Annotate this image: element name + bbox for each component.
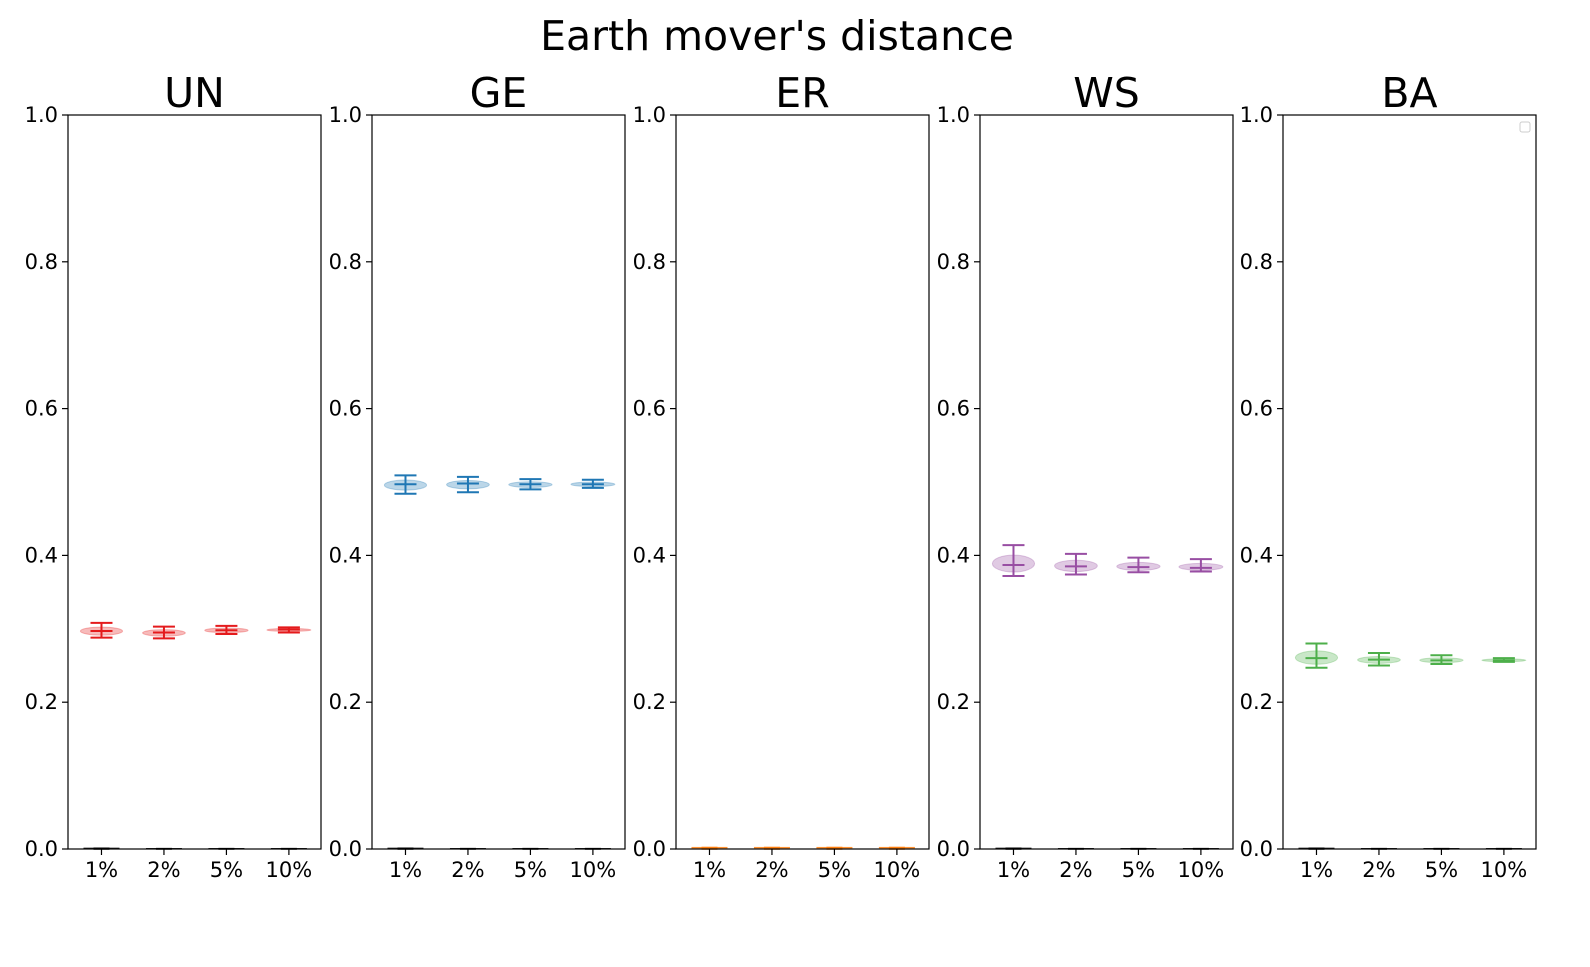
y-tick-label: 0.6 (937, 397, 970, 421)
x-tick-label: 10% (874, 858, 921, 882)
x-tick-label: 10% (1178, 858, 1225, 882)
x-tick-label: 5% (1425, 858, 1458, 882)
y-tick-label: 0.2 (1240, 690, 1273, 714)
figure-title: Earth mover's distance (540, 12, 1014, 60)
y-tick-label: 0.0 (329, 837, 362, 861)
x-tick-label: 2% (147, 858, 180, 882)
x-tick-label: 1% (85, 858, 118, 882)
x-tick-label: 10% (1481, 858, 1528, 882)
panel-er: ER 0.0 0.2 0.4 0.6 0.8 1.0 1% 2% 5% 10% (633, 69, 930, 882)
x-tick-label: 2% (755, 858, 788, 882)
y-tick-label: 0.0 (25, 837, 58, 861)
y-tick-label: 1.0 (937, 103, 970, 127)
legend-box (1519, 121, 1531, 133)
subplot-title: BA (1381, 69, 1437, 117)
x-tick-label: 5% (514, 858, 547, 882)
y-tick-label: 0.0 (937, 837, 970, 861)
y-tick-label: 0.8 (25, 250, 58, 274)
y-tick-label: 0.8 (329, 250, 362, 274)
plot-frame (67, 114, 322, 850)
y-tick-label: 0.4 (633, 543, 666, 567)
y-tick-label: 0.6 (25, 397, 58, 421)
x-tick-label: 1% (997, 858, 1030, 882)
y-tick-label: 1.0 (1240, 103, 1273, 127)
x-tick-label: 10% (570, 858, 617, 882)
y-tick-label: 0.8 (1240, 250, 1273, 274)
subplot-title: WS (1073, 69, 1140, 117)
y-tick-label: 0.6 (1240, 397, 1273, 421)
x-tick-label: 1% (389, 858, 422, 882)
plot-frame (1282, 114, 1537, 850)
y-tick-label: 0.2 (25, 690, 58, 714)
x-tick-label: 1% (1300, 858, 1333, 882)
y-tick-label: 0.6 (633, 397, 666, 421)
y-tick-label: 0.2 (329, 690, 362, 714)
panel-un: UN 0.0 0.2 0.4 0.6 0.8 1.0 1% 2% 5% 10% (25, 69, 322, 882)
x-tick-label: 10% (266, 858, 313, 882)
plot-frame (979, 114, 1234, 850)
subplot-title: ER (775, 69, 829, 117)
panel-ws: WS 0.0 0.2 0.4 0.6 0.8 1.0 1% 2% 5% 10% (937, 69, 1234, 882)
y-tick-label: 1.0 (633, 103, 666, 127)
x-tick-label: 2% (451, 858, 484, 882)
x-tick-label: 2% (1362, 858, 1395, 882)
y-tick-label: 1.0 (329, 103, 362, 127)
plot-frame (675, 114, 930, 850)
x-tick-label: 5% (1122, 858, 1155, 882)
y-tick-label: 0.0 (633, 837, 666, 861)
panel-ba: BA 0.0 0.2 0.4 0.6 0.8 1.0 1% 2% 5% 10% (1240, 69, 1537, 882)
x-tick-label: 2% (1059, 858, 1092, 882)
plot-frame (371, 114, 626, 850)
y-tick-label: 0.0 (1240, 837, 1273, 861)
subplot-title: UN (164, 69, 225, 117)
x-tick-label: 5% (210, 858, 243, 882)
y-tick-label: 0.8 (633, 250, 666, 274)
y-tick-label: 1.0 (25, 103, 58, 127)
subplot-title: GE (470, 69, 528, 117)
y-tick-label: 0.8 (937, 250, 970, 274)
y-tick-label: 0.6 (329, 397, 362, 421)
x-tick-label: 1% (693, 858, 726, 882)
y-tick-label: 0.4 (1240, 543, 1273, 567)
y-tick-label: 0.4 (25, 543, 58, 567)
y-tick-label: 0.4 (329, 543, 362, 567)
y-tick-label: 0.4 (937, 543, 970, 567)
panel-ge: GE 0.0 0.2 0.4 0.6 0.8 1.0 1% 2% 5% 10% (329, 69, 626, 882)
x-tick-label: 5% (818, 858, 851, 882)
y-tick-label: 0.2 (633, 690, 666, 714)
y-tick-label: 0.2 (937, 690, 970, 714)
